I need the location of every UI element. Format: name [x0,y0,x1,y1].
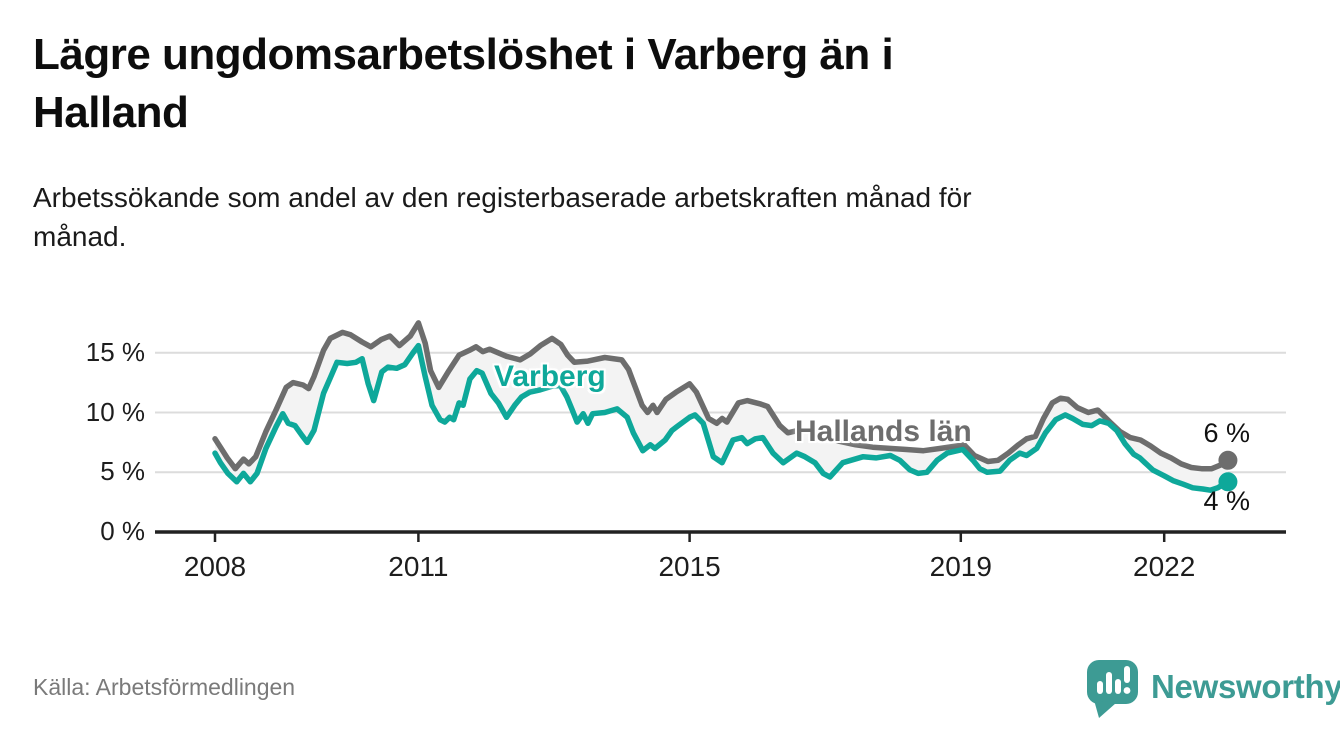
page-title: Lägre ungdomsarbetslöshet i Varberg än i… [33,30,894,138]
end-dot-varberg [1218,472,1238,492]
end-value-label-varberg: 4 % [1203,486,1250,516]
end-dot-halland [1218,450,1238,470]
speech-bubble-bar-chart-icon [1087,660,1138,718]
page-subtitle: Arbetssökande som andel av den registerb… [33,182,972,253]
end-value-label-halland: 6 % [1203,418,1250,448]
source-text: Källa: Arbetsförmedlingen [33,674,296,700]
newsworthy-logo: Newsworthy [1085,652,1340,722]
x-axis-label: 2015 [658,551,721,582]
x-axis-label: 2008 [183,551,247,582]
y-axis-label: 10 % [85,396,145,427]
series-line-varberg [212,342,1231,493]
series-label-varberg: Varberg [494,360,606,393]
y-axis-label: 5 % [100,456,145,487]
y-axis-label: 0 % [100,516,145,546]
series-label-halland: Hallands län [795,415,972,448]
brand-name: Newsworthy [1151,668,1340,705]
x-axis-label: 2022 [1133,551,1196,582]
x-axis-label: 2011 [388,551,449,582]
x-axis-label: 2019 [929,551,992,582]
series-gap-band [215,322,1228,491]
series-line-halland [212,320,1231,472]
y-axis-label: 15 % [85,336,145,367]
